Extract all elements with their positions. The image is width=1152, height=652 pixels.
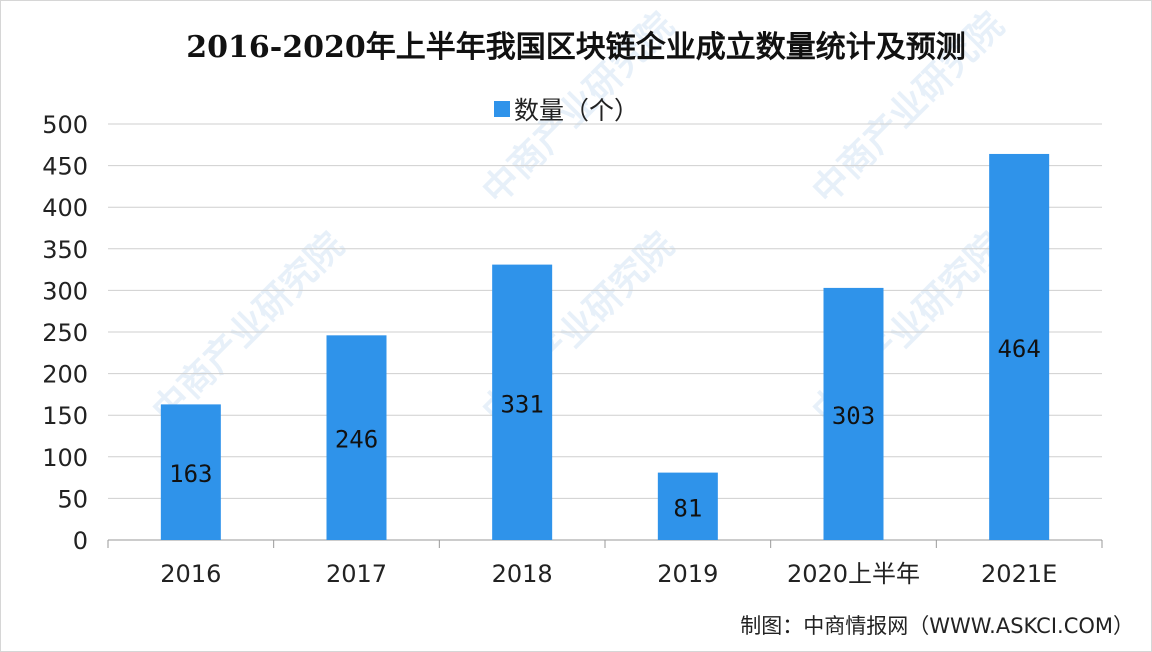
- source-note: 制图：中商情报网（WWW.ASKCI.COM）: [740, 614, 1134, 638]
- y-tick-label: 250: [42, 319, 88, 347]
- y-tick-label: 0: [73, 527, 88, 555]
- data-label: 331: [500, 390, 543, 418]
- bar: [823, 287, 884, 540]
- chart-title: 2016-2020年上半年我国区块链企业成立数量统计及预测: [186, 30, 966, 65]
- bar: [326, 335, 387, 540]
- y-tick-label: 150: [42, 402, 88, 430]
- x-tick-label: 2016: [160, 560, 221, 588]
- bar: [657, 472, 718, 540]
- legend-label: 数量（个）: [514, 96, 640, 125]
- y-tick-label: 500: [42, 111, 88, 139]
- y-tick-label: 200: [42, 361, 88, 389]
- x-tick-label: 2020上半年: [787, 560, 920, 588]
- y-tick-label: 300: [42, 277, 88, 305]
- y-tick-label: 400: [42, 194, 88, 222]
- data-label: 246: [335, 426, 378, 454]
- y-tick-label: 350: [42, 236, 88, 264]
- legend-swatch: [494, 101, 510, 117]
- x-tick-label: 2021E: [981, 560, 1057, 588]
- data-label: 303: [832, 402, 875, 430]
- bar: [989, 153, 1050, 540]
- y-tick-label: 50: [57, 485, 88, 513]
- legend: 数量（个）: [494, 94, 640, 125]
- data-label: 464: [997, 335, 1040, 363]
- data-label: 163: [169, 460, 212, 488]
- x-tick-label: 2019: [657, 560, 718, 588]
- bar: [160, 404, 221, 540]
- bar: [492, 264, 553, 540]
- x-tick-label: 2017: [326, 560, 387, 588]
- data-label: 81: [673, 494, 702, 522]
- y-tick-label: 100: [42, 444, 88, 472]
- y-tick-label: 450: [42, 153, 88, 181]
- x-tick-label: 2018: [492, 560, 553, 588]
